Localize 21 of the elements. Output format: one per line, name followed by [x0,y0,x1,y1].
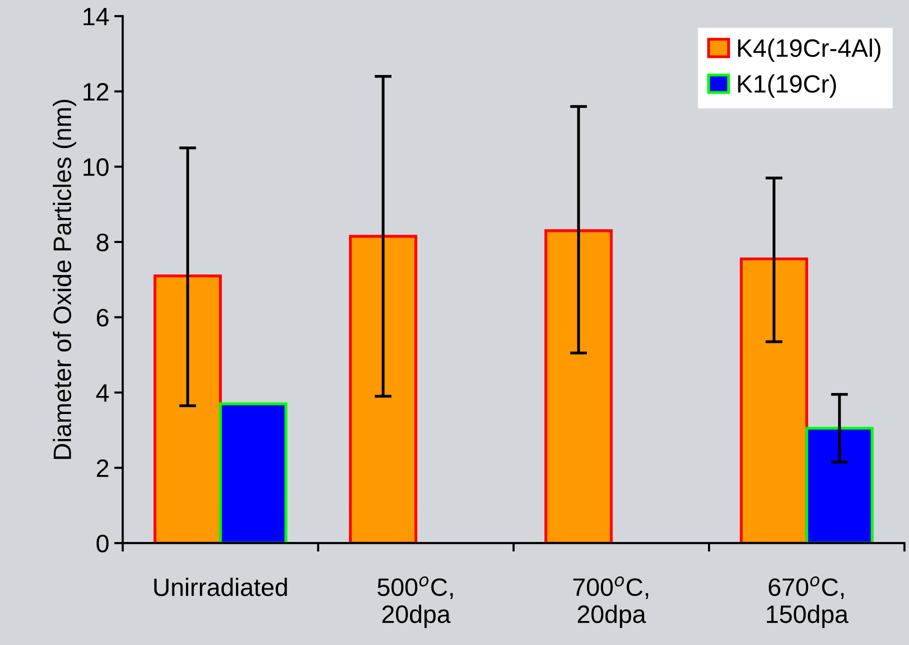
y-axis-title: Diameter of Oxide Particles (nm) [52,100,76,459]
bar [544,229,613,544]
bar [154,274,222,544]
y-tick-label: 12 [84,83,108,100]
y-tick-label: 4 [96,384,109,402]
legend-label: K1(19Cr) [738,74,836,98]
y-tick-label: 8 [96,234,108,252]
y-tick-label: 6 [96,308,108,327]
bar [349,234,418,544]
x-tick-label: Unirradiated [154,578,287,596]
y-tick-label: 2 [96,459,108,477]
legend-label: K4(19Cr-4Al) [738,38,880,62]
y-tick-label: 10 [84,158,109,176]
bar [740,258,808,544]
x-tick-label: 500$^{o}$C, 20dpa [378,576,453,628]
x-tick-label: 670$^{o}$C, 150dpa [766,576,848,628]
x-tick-label: 700$^{o}$C, 20dpa [573,576,648,628]
y-tick-label: 0 [96,534,109,552]
bar [805,426,874,544]
bar [219,402,288,544]
y-tick-label: 14 [84,8,109,26]
